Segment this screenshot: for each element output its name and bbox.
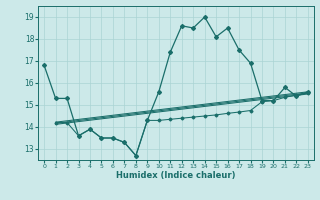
- X-axis label: Humidex (Indice chaleur): Humidex (Indice chaleur): [116, 171, 236, 180]
